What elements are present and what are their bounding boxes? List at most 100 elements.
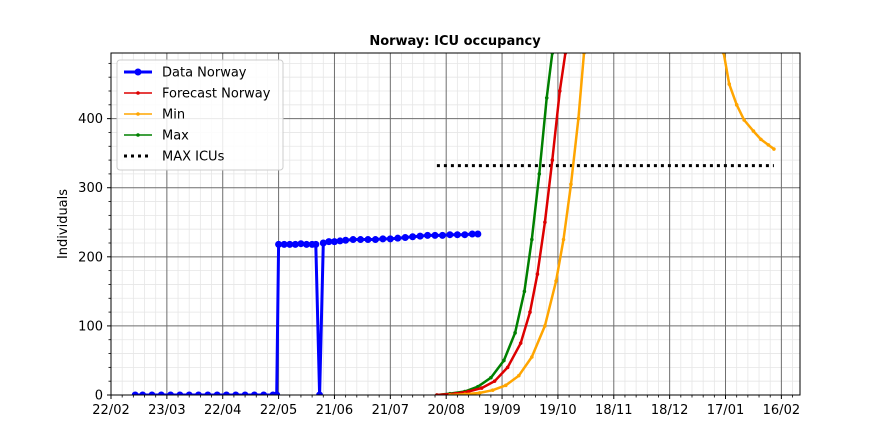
data-point	[176, 391, 184, 395]
data-point	[537, 172, 542, 176]
series-layer	[131, 53, 776, 395]
data-point	[291, 240, 299, 248]
data-point	[386, 235, 394, 243]
data-point	[772, 147, 776, 151]
legend-item: Max	[124, 129, 189, 144]
data-point	[461, 231, 469, 239]
data-point	[316, 391, 324, 395]
legend-item: Min	[124, 108, 185, 123]
data-point	[157, 391, 165, 395]
data-point	[303, 240, 311, 248]
legend-label: Max	[162, 129, 189, 144]
x-tick-label: 22/05	[260, 403, 297, 418]
data-point	[522, 289, 527, 294]
x-tick-label: 17/01	[707, 403, 744, 418]
data-point	[409, 233, 417, 241]
data-point	[330, 238, 338, 246]
data-point	[371, 236, 379, 244]
y-tick-label: 0	[95, 389, 103, 404]
series-data-norway	[131, 230, 482, 395]
y-tick-label: 100	[78, 319, 103, 334]
series-forecast-norway	[435, 53, 568, 395]
data-point	[554, 279, 558, 283]
data-point	[379, 235, 387, 243]
data-point	[492, 379, 497, 383]
x-tick-label: 18/12	[651, 403, 688, 418]
x-tick-label: 18/11	[595, 403, 632, 418]
x-tick-label: 16/02	[763, 403, 800, 418]
data-point	[734, 103, 739, 107]
data-point	[349, 236, 357, 244]
data-point	[727, 82, 732, 86]
data-point	[530, 355, 534, 359]
data-point	[204, 391, 212, 395]
data-point	[250, 391, 258, 395]
data-point	[543, 324, 547, 328]
data-point	[489, 375, 493, 380]
data-point	[543, 220, 547, 225]
data-point	[275, 240, 283, 248]
data-point	[431, 231, 439, 239]
legend-label: Forecast Norway	[162, 87, 271, 102]
legend-label: MAX ICUs	[162, 150, 225, 165]
data-point	[148, 391, 156, 395]
data-point	[273, 391, 281, 395]
y-tick-label: 200	[78, 250, 103, 265]
data-point	[466, 389, 471, 394]
data-point	[185, 391, 193, 395]
x-tick-label: 22/04	[204, 403, 241, 418]
data-point	[751, 129, 756, 133]
data-point	[505, 365, 510, 370]
data-point	[195, 391, 203, 395]
data-point	[416, 232, 424, 240]
data-point	[463, 392, 467, 395]
data-point	[576, 116, 581, 121]
data-point	[438, 231, 446, 239]
data-point	[319, 239, 327, 247]
data-point	[213, 391, 221, 395]
data-point	[286, 240, 294, 248]
data-point	[557, 89, 562, 93]
data-point	[490, 388, 495, 392]
data-point	[139, 391, 147, 395]
data-point	[477, 391, 482, 395]
data-point	[424, 231, 432, 239]
data-point	[503, 383, 508, 388]
legend-box	[116, 59, 284, 171]
y-axis-label: Individuals	[56, 189, 71, 259]
data-point	[453, 231, 461, 239]
data-point	[446, 231, 454, 239]
legend-item: Forecast Norway	[124, 87, 271, 102]
data-point	[241, 391, 249, 395]
data-point	[766, 143, 771, 147]
minor-grid	[111, 53, 800, 395]
data-point	[561, 237, 566, 242]
data-point	[502, 358, 506, 363]
data-point	[513, 331, 517, 335]
data-point	[357, 236, 365, 244]
data-point	[759, 137, 763, 142]
x-tick-label: 20/08	[427, 403, 464, 418]
data-point	[518, 341, 523, 345]
data-point	[297, 240, 305, 248]
y-tick-label: 400	[78, 112, 103, 127]
data-point	[742, 118, 746, 122]
data-point	[342, 236, 350, 244]
legend: Data Norway Forecast Norway Min Max MAX ICUs	[116, 59, 284, 171]
x-axis: 22/02 23/03 22/04 22/05 21/06 21/07 20/08 19/09…	[92, 395, 800, 418]
data-point	[479, 386, 484, 390]
data-point	[517, 373, 521, 378]
x-tick-label: 21/06	[316, 403, 353, 418]
data-point	[401, 233, 409, 241]
data-point	[260, 391, 268, 395]
legend-label: Min	[162, 108, 185, 123]
legend-marker	[134, 68, 142, 76]
data-point	[535, 272, 540, 276]
plot-frame	[110, 52, 801, 396]
data-point	[550, 158, 555, 162]
x-tick-label: 21/07	[372, 403, 409, 418]
data-point	[325, 238, 333, 246]
x-tick-label: 19/09	[483, 403, 520, 418]
data-point	[530, 237, 534, 242]
